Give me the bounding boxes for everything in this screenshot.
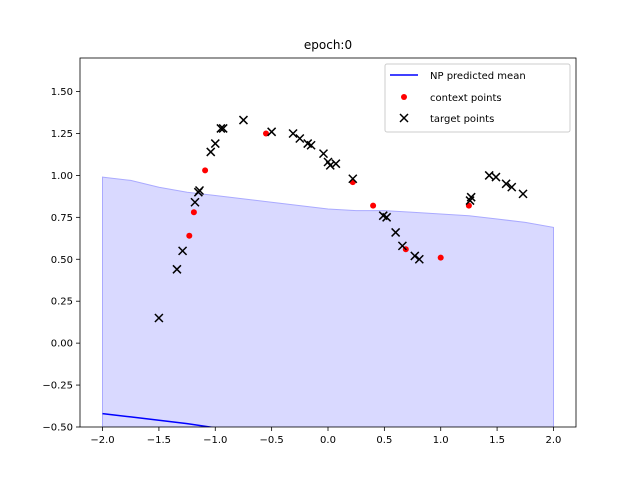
target-point: [325, 160, 335, 170]
x-tick-label: 1.0: [433, 435, 449, 446]
target-point: [295, 133, 305, 144]
context-point: [186, 232, 193, 239]
target-point: [507, 182, 517, 192]
target-point: [318, 149, 329, 159]
target-point: [331, 159, 341, 169]
x-tick-label: −1.0: [203, 435, 227, 446]
target-point: [172, 264, 182, 274]
target-point: [194, 185, 205, 196]
np-mean-line: [102, 412, 216, 427]
target-point: [218, 123, 228, 133]
context-point: [202, 167, 209, 174]
legend-mean-label: NP predicted mean: [430, 71, 526, 82]
target-point: [491, 172, 501, 182]
y-tick-label: 1.00: [51, 171, 73, 182]
target-point: [484, 170, 494, 180]
legend-target-swatch: [399, 113, 409, 123]
y-tick-label: 1.50: [51, 87, 73, 98]
target-point: [397, 241, 407, 251]
legend-box: [384, 63, 571, 133]
target-point: [348, 174, 358, 184]
plot-area: [102, 115, 554, 427]
y-tick-label: −0.25: [42, 381, 73, 392]
context-point: [370, 202, 377, 209]
chart-title: epoch:0: [304, 38, 352, 52]
x-tick-label: −0.5: [259, 435, 283, 446]
target-point: [154, 313, 164, 323]
y-tick-label: 0.75: [51, 213, 73, 224]
target-point: [238, 115, 248, 125]
x-tick-label: −1.5: [147, 435, 171, 446]
y-tick-label: −0.50: [42, 423, 73, 434]
target-point: [501, 179, 511, 189]
y-tick-label: 0.25: [51, 297, 73, 308]
uncertainty-band: [102, 176, 554, 427]
x-tick-label: −2.0: [90, 435, 114, 446]
context-point: [437, 254, 444, 261]
legend-context-label: context points: [430, 93, 502, 104]
target-point: [518, 189, 528, 199]
y-tick-label: 0.50: [51, 255, 73, 266]
target-point: [267, 127, 277, 137]
target-point: [190, 197, 200, 207]
target-point: [391, 227, 401, 237]
target-point: [216, 123, 226, 133]
target-point: [306, 140, 316, 150]
x-tick-label: 0.5: [376, 435, 392, 446]
target-point: [466, 192, 476, 202]
y-tick-label: 1.25: [51, 129, 73, 140]
target-point: [414, 254, 424, 264]
target-point: [410, 251, 420, 261]
target-point: [178, 246, 188, 256]
legend-target-label: target points: [430, 114, 494, 125]
target-point: [288, 128, 298, 139]
target-point: [210, 139, 220, 149]
target-point: [382, 212, 392, 222]
y-axis: −0.50 −0.25 0.00 0.25 0.50 0.75 1.00 1.25 1.50: [42, 87, 80, 434]
x-tick-label: 1.5: [489, 435, 505, 446]
legend: NP predicted mean context points target …: [384, 63, 571, 133]
x-tick-label: 2.0: [546, 435, 562, 446]
x-axis: −2.0 −1.5 −1.0 −0.5 0.0 0.5 1.0 1.5 2.0: [90, 427, 561, 446]
target-point: [206, 147, 216, 157]
x-tick-label: 0.0: [320, 435, 336, 446]
context-point: [190, 209, 197, 216]
y-tick-label: 0.00: [51, 339, 73, 350]
legend-context-swatch: [401, 94, 407, 100]
